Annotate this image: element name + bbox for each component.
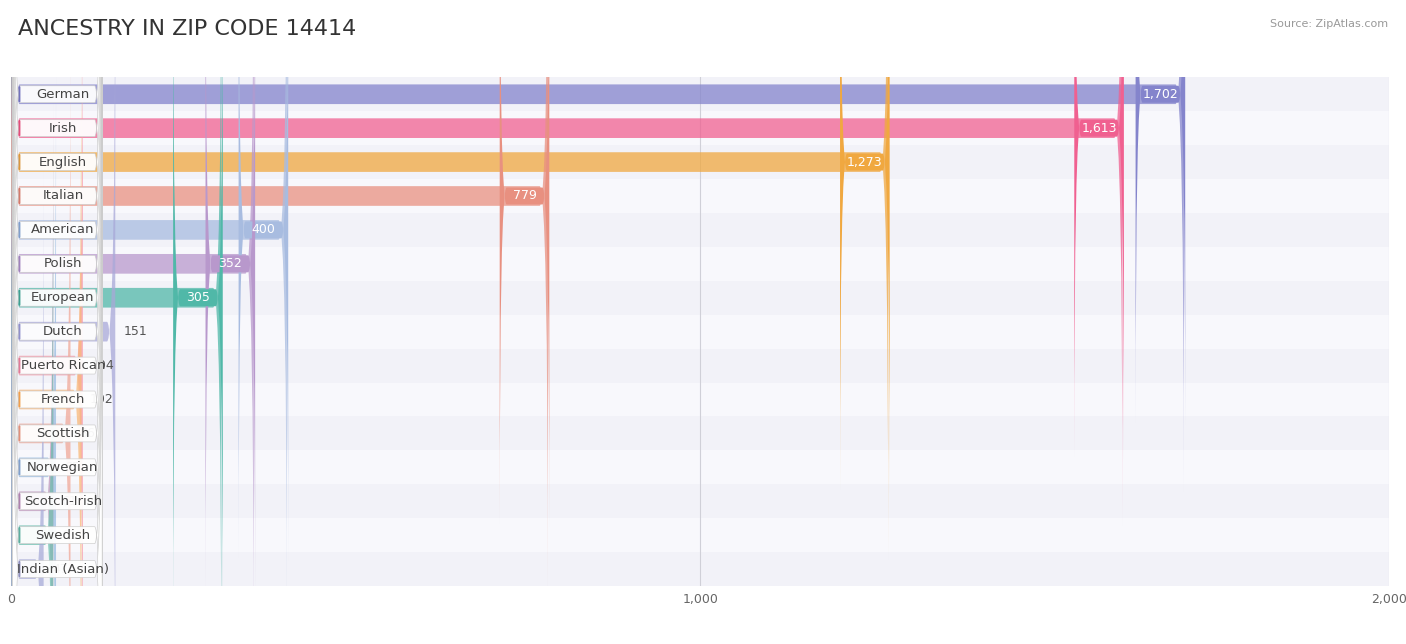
Text: Norwegian: Norwegian	[27, 461, 98, 474]
Text: American: American	[31, 223, 94, 236]
FancyBboxPatch shape	[11, 0, 889, 559]
Text: 61: 61	[62, 495, 77, 507]
FancyBboxPatch shape	[11, 0, 253, 644]
FancyBboxPatch shape	[13, 102, 103, 644]
FancyBboxPatch shape	[13, 35, 103, 644]
Bar	[11, 417, 1389, 450]
FancyBboxPatch shape	[11, 172, 44, 644]
FancyBboxPatch shape	[1136, 0, 1185, 425]
Text: Irish: Irish	[49, 122, 77, 135]
Bar	[11, 145, 1389, 179]
FancyBboxPatch shape	[13, 69, 103, 644]
FancyBboxPatch shape	[13, 137, 103, 644]
FancyBboxPatch shape	[205, 0, 254, 594]
FancyBboxPatch shape	[13, 0, 103, 493]
Text: Dutch: Dutch	[44, 325, 83, 338]
Text: 104: 104	[91, 359, 115, 372]
Text: 400: 400	[252, 223, 276, 236]
Text: 65: 65	[65, 461, 80, 474]
Text: Scotch-Irish: Scotch-Irish	[24, 495, 103, 507]
Text: 779: 779	[513, 189, 537, 202]
Bar	[11, 77, 1389, 111]
Text: ANCESTRY IN ZIP CODE 14414: ANCESTRY IN ZIP CODE 14414	[18, 19, 357, 39]
Bar	[11, 383, 1389, 417]
FancyBboxPatch shape	[13, 0, 103, 594]
Bar	[11, 348, 1389, 383]
Bar	[11, 111, 1389, 145]
Text: European: European	[31, 291, 94, 304]
FancyBboxPatch shape	[1074, 0, 1123, 459]
FancyBboxPatch shape	[11, 138, 53, 644]
FancyBboxPatch shape	[11, 3, 82, 644]
FancyBboxPatch shape	[11, 0, 1122, 526]
FancyBboxPatch shape	[11, 104, 53, 644]
Text: 102: 102	[90, 393, 114, 406]
FancyBboxPatch shape	[499, 0, 550, 527]
FancyBboxPatch shape	[11, 0, 221, 644]
FancyBboxPatch shape	[13, 205, 103, 644]
FancyBboxPatch shape	[839, 0, 890, 493]
Bar	[11, 450, 1389, 484]
FancyBboxPatch shape	[13, 1, 103, 644]
FancyBboxPatch shape	[13, 0, 103, 459]
Bar	[11, 518, 1389, 552]
Text: Puerto Rican: Puerto Rican	[21, 359, 105, 372]
Text: Source: ZipAtlas.com: Source: ZipAtlas.com	[1270, 19, 1388, 30]
Bar	[11, 281, 1389, 315]
FancyBboxPatch shape	[11, 0, 115, 644]
FancyBboxPatch shape	[13, 0, 103, 560]
Text: German: German	[37, 88, 90, 100]
Text: 47: 47	[52, 563, 67, 576]
Bar	[11, 213, 1389, 247]
Bar	[11, 179, 1389, 213]
Text: English: English	[39, 156, 87, 169]
Bar	[11, 484, 1389, 518]
Text: 1,273: 1,273	[846, 156, 883, 169]
FancyBboxPatch shape	[13, 0, 103, 644]
Bar	[11, 315, 1389, 348]
FancyBboxPatch shape	[11, 0, 548, 593]
FancyBboxPatch shape	[13, 0, 103, 644]
FancyBboxPatch shape	[13, 171, 103, 644]
FancyBboxPatch shape	[11, 36, 70, 644]
Text: 151: 151	[124, 325, 148, 338]
Text: 61: 61	[62, 529, 77, 542]
Text: 1,613: 1,613	[1081, 122, 1116, 135]
Bar	[11, 247, 1389, 281]
FancyBboxPatch shape	[13, 0, 103, 527]
Text: 305: 305	[186, 291, 209, 304]
Text: Polish: Polish	[44, 258, 82, 270]
Text: 86: 86	[79, 427, 94, 440]
Bar	[11, 552, 1389, 586]
Text: 352: 352	[218, 258, 242, 270]
FancyBboxPatch shape	[11, 0, 83, 644]
FancyBboxPatch shape	[239, 0, 288, 560]
Text: Indian (Asian): Indian (Asian)	[17, 563, 108, 576]
FancyBboxPatch shape	[11, 0, 287, 627]
Text: Swedish: Swedish	[35, 529, 90, 542]
Text: 1,702: 1,702	[1143, 88, 1178, 100]
FancyBboxPatch shape	[13, 0, 103, 629]
Text: Italian: Italian	[42, 189, 83, 202]
FancyBboxPatch shape	[11, 70, 56, 644]
Text: French: French	[41, 393, 86, 406]
FancyBboxPatch shape	[173, 0, 222, 629]
FancyBboxPatch shape	[11, 0, 1184, 491]
Text: Scottish: Scottish	[37, 427, 90, 440]
